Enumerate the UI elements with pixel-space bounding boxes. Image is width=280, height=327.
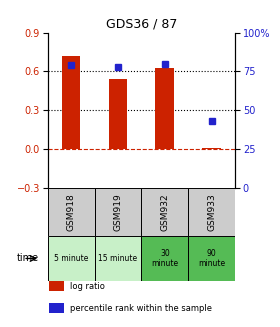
Bar: [188, 188, 235, 236]
Text: GSM933: GSM933: [207, 193, 216, 231]
Bar: [155, 68, 174, 149]
Text: 30
minute: 30 minute: [151, 249, 178, 268]
Bar: [141, 236, 188, 281]
Text: GSM918: GSM918: [67, 193, 76, 231]
Text: 15 minute: 15 minute: [98, 254, 137, 263]
Bar: [188, 236, 235, 281]
Bar: [48, 236, 94, 281]
Bar: [109, 79, 127, 149]
Bar: [62, 56, 80, 149]
Bar: [94, 188, 141, 236]
Bar: [50, 303, 64, 313]
Bar: [202, 147, 221, 149]
Text: GSM932: GSM932: [160, 193, 169, 231]
Text: 90
minute: 90 minute: [198, 249, 225, 268]
Bar: [48, 188, 94, 236]
Text: 5 minute: 5 minute: [54, 254, 88, 263]
Text: time: time: [17, 253, 39, 264]
Title: GDS36 / 87: GDS36 / 87: [106, 17, 177, 30]
Text: GSM919: GSM919: [113, 193, 122, 231]
Bar: [50, 281, 64, 291]
Bar: [141, 188, 188, 236]
Bar: [94, 236, 141, 281]
Text: log ratio: log ratio: [70, 282, 105, 291]
Text: percentile rank within the sample: percentile rank within the sample: [70, 303, 212, 313]
